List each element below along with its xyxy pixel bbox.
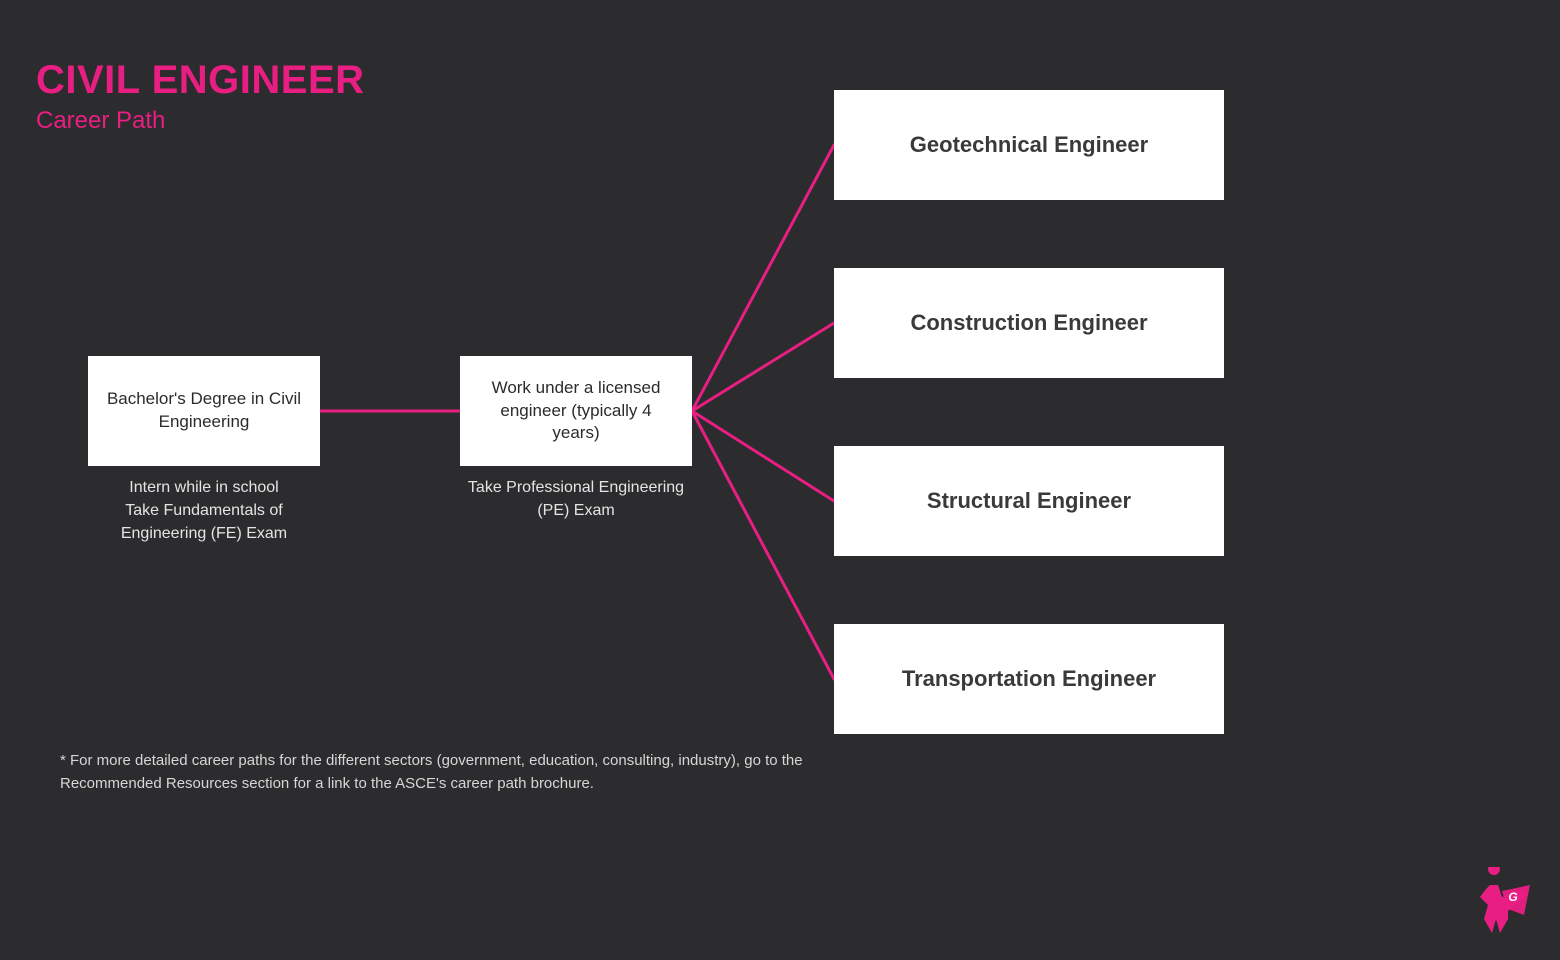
flow-node-label: Bachelor's Degree in Civil Engineering	[106, 388, 302, 434]
flow-node-label: Geotechnical Engineer	[910, 130, 1148, 160]
flow-node-label: Work under a licensed engineer (typicall…	[478, 377, 674, 446]
caption-line: Take Professional Engineering (PE) Exam	[460, 476, 692, 522]
title-block: CIVIL ENGINEER Career Path	[36, 58, 365, 135]
page-subtitle: Career Path	[36, 107, 365, 135]
caption-line: Take Fundamentals of Engineering (FE) Ex…	[88, 499, 320, 545]
edge-step2-branch3	[692, 411, 834, 501]
edge-step2-branch4	[692, 411, 834, 679]
flow-node-branch4: Transportation Engineer	[834, 624, 1224, 734]
flow-node-branch2: Construction Engineer	[834, 268, 1224, 378]
flow-node-label: Structural Engineer	[927, 486, 1131, 516]
flow-node-caption-step1: Intern while in schoolTake Fundamentals …	[88, 476, 320, 546]
brand-logo: G	[1462, 867, 1532, 942]
flow-node-label: Construction Engineer	[910, 308, 1147, 338]
flow-node-label: Transportation Engineer	[902, 664, 1156, 694]
flow-node-step1: Bachelor's Degree in Civil Engineering	[88, 356, 320, 466]
page-title: CIVIL ENGINEER	[36, 58, 365, 103]
edge-step2-branch1	[692, 145, 834, 411]
flow-node-branch3: Structural Engineer	[834, 446, 1224, 556]
edge-step2-branch2	[692, 323, 834, 411]
superhero-icon: G	[1462, 867, 1532, 937]
diagram-canvas: CIVIL ENGINEER Career Path Bachelor's De…	[0, 0, 1560, 960]
logo-letter: G	[1508, 890, 1517, 904]
flow-node-branch1: Geotechnical Engineer	[834, 90, 1224, 200]
flow-node-step2: Work under a licensed engineer (typicall…	[460, 356, 692, 466]
flow-node-caption-step2: Take Professional Engineering (PE) Exam	[460, 476, 692, 522]
caption-line: Intern while in school	[88, 476, 320, 499]
footnote: * For more detailed career paths for the…	[60, 750, 840, 795]
